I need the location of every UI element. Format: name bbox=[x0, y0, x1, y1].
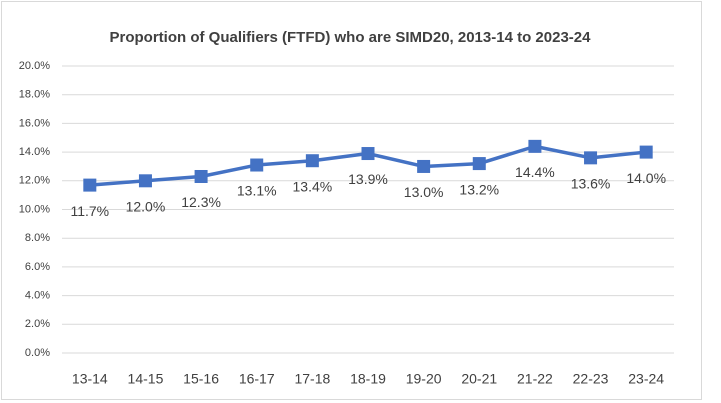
x-tick-label: 23-24 bbox=[628, 371, 664, 387]
x-tick-label: 14-15 bbox=[128, 371, 164, 387]
marker bbox=[639, 145, 653, 159]
x-tick-label: 16-17 bbox=[239, 371, 275, 387]
x-tick-label: 18-19 bbox=[350, 371, 386, 387]
y-tick-label: 0.0% bbox=[25, 347, 50, 359]
marker bbox=[361, 147, 375, 161]
marker bbox=[417, 159, 431, 173]
marker bbox=[528, 139, 542, 153]
y-tick-label: 2.0% bbox=[25, 318, 50, 330]
y-tick-label: 14.0% bbox=[19, 146, 50, 158]
y-tick-label: 16.0% bbox=[19, 117, 50, 129]
y-tick-label: 8.0% bbox=[25, 232, 50, 244]
y-tick-label: 12.0% bbox=[19, 175, 50, 187]
data-label: 13.9% bbox=[348, 171, 388, 187]
data-label: 13.4% bbox=[293, 178, 333, 194]
data-label: 11.7% bbox=[70, 203, 109, 219]
y-tick-label: 10.0% bbox=[19, 203, 50, 215]
data-label: 13.6% bbox=[571, 176, 611, 192]
y-tick-label: 6.0% bbox=[25, 261, 50, 273]
x-tick-label: 15-16 bbox=[183, 371, 219, 387]
x-tick-label: 21-22 bbox=[517, 371, 553, 387]
marker bbox=[250, 158, 264, 172]
marker bbox=[83, 178, 97, 192]
data-label: 12.3% bbox=[181, 194, 221, 210]
data-label: 14.4% bbox=[515, 164, 555, 180]
chart-border bbox=[1, 1, 702, 400]
data-label: 13.2% bbox=[459, 181, 499, 197]
chart-title: Proportion of Qualifiers (FTFD) who are … bbox=[110, 29, 592, 46]
marker bbox=[138, 174, 152, 188]
data-label: 13.1% bbox=[237, 183, 277, 199]
data-label: 12.0% bbox=[126, 199, 166, 215]
marker bbox=[472, 157, 486, 171]
marker bbox=[194, 169, 208, 183]
x-tick-label: 13-14 bbox=[72, 371, 108, 387]
marker bbox=[305, 154, 319, 168]
marker bbox=[584, 151, 598, 165]
data-label: 14.0% bbox=[626, 170, 666, 186]
data-label: 13.0% bbox=[404, 184, 444, 200]
x-tick-label: 22-23 bbox=[573, 371, 609, 387]
x-tick-label: 20-21 bbox=[461, 371, 497, 387]
y-tick-label: 20.0% bbox=[19, 60, 50, 72]
y-tick-label: 18.0% bbox=[19, 89, 50, 101]
y-tick-label: 4.0% bbox=[25, 290, 50, 302]
x-tick-label: 19-20 bbox=[406, 371, 442, 387]
x-tick-label: 17-18 bbox=[294, 371, 330, 387]
